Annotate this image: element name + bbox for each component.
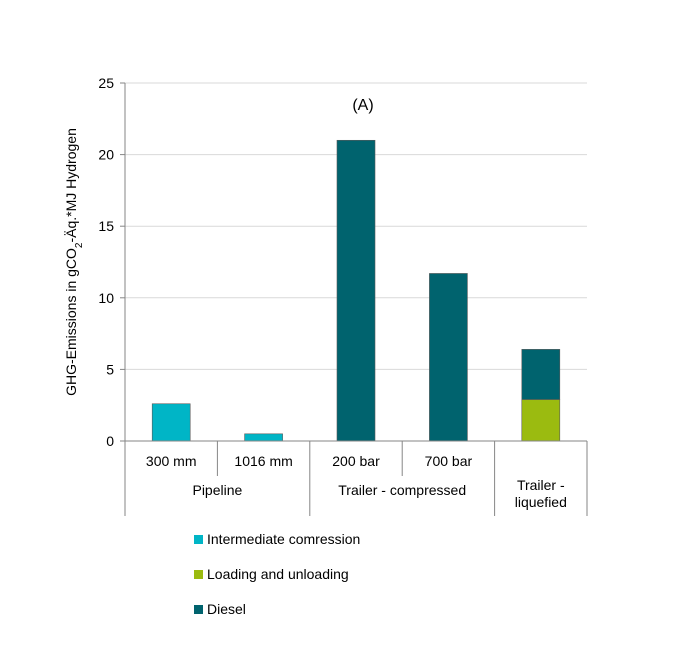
group-label: liquefied [515,494,567,510]
group-label: Trailer - compressed [338,482,466,498]
legend-swatch [194,569,203,579]
category-label: 300 mm [146,453,197,469]
y-tick-label: 5 [106,361,114,377]
y-tick-label: 25 [98,75,114,91]
legend-item: Loading and unloading [194,565,360,583]
legend-item: Intermediate comression [194,530,360,548]
group-labels: Pipeline Trailer - compressed Trailer -liq… [192,477,566,510]
legend-label: Intermediate comression [207,531,361,547]
category-label: 200 bar [332,453,380,469]
legend-label: Loading and unloading [207,566,349,582]
bar-segment [521,399,561,442]
legend-item: Diesel [194,600,360,618]
bar-segment [244,433,283,442]
axes [124,83,588,516]
y-tick-label: 10 [98,290,114,306]
legend-label: Diesel [207,601,246,617]
legend-swatch [194,534,203,544]
group-label: Pipeline [192,482,242,498]
y-axis-label: GHG-Emissions in gCO2-Äq.*MJ Hydrogen [63,128,85,396]
chart-annotation: (A) [352,97,373,114]
y-tick-label: 20 [98,147,114,163]
bars [151,139,561,442]
bar-segment [429,273,468,442]
y-tick-label: 15 [98,218,114,234]
bar-segment [521,349,561,400]
category-label: 700 bar [425,453,473,469]
y-tick-labels: 0 5 10 15 20 25 [98,75,114,449]
legend: Intermediate comression Loading and unloa… [194,530,360,635]
legend-swatch [194,604,203,614]
category-labels: 300 mm 1016 mm 200 bar 700 bar [146,453,473,469]
group-label: Trailer - [517,477,565,493]
bar-segment [336,139,376,442]
bar-segment [151,403,191,442]
y-tick-label: 0 [106,433,114,449]
category-label: 1016 mm [234,453,292,469]
